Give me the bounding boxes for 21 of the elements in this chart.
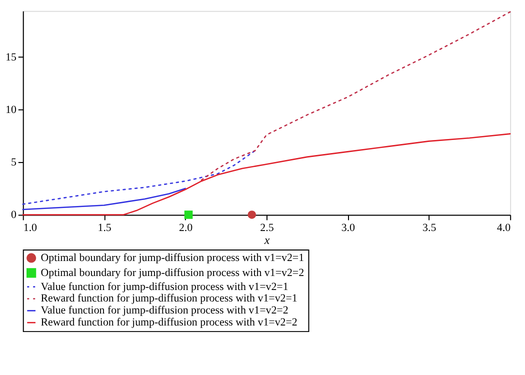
legend-label: Reward function for jump-diffusion process with v1=v2=2 — [40, 316, 298, 329]
legend-label: Value function for jump-diffusion process with v1=v2=2 — [40, 304, 288, 317]
legend-label: Reward function for jump-diffusion process with v1=v2=1 — [40, 292, 298, 305]
y-tick-label: 5 — [10, 156, 17, 169]
x-tick-label: 2.0 — [178, 222, 194, 234]
x-axis-title: x — [263, 233, 270, 248]
y-tick-label: 10 — [5, 104, 17, 116]
x-tick-label: 4.0 — [496, 222, 512, 234]
x-tick-label: 3.0 — [341, 222, 356, 234]
x-tick-label: 1.5 — [98, 222, 112, 234]
y-tick-label: 15 — [5, 52, 17, 64]
x-tick-label: 2.5 — [260, 222, 274, 234]
legend-label: Optimal boundary for jump-diffusion process with v1=v2=2 — [40, 266, 304, 279]
x-tick-label: 1.0 — [23, 222, 38, 234]
y-tick-label: 0 — [10, 209, 17, 222]
line-series — [22, 188, 186, 210]
legend-label: Optimal boundary for jump-diffusion process with v1=v2=1 — [40, 252, 304, 264]
line-series — [200, 11, 511, 181]
legend-label: Value function for jump-diffusion process with v1=v2=1 — [40, 280, 288, 293]
line-series — [22, 150, 256, 205]
x-tick-label: 3.5 — [422, 222, 437, 234]
